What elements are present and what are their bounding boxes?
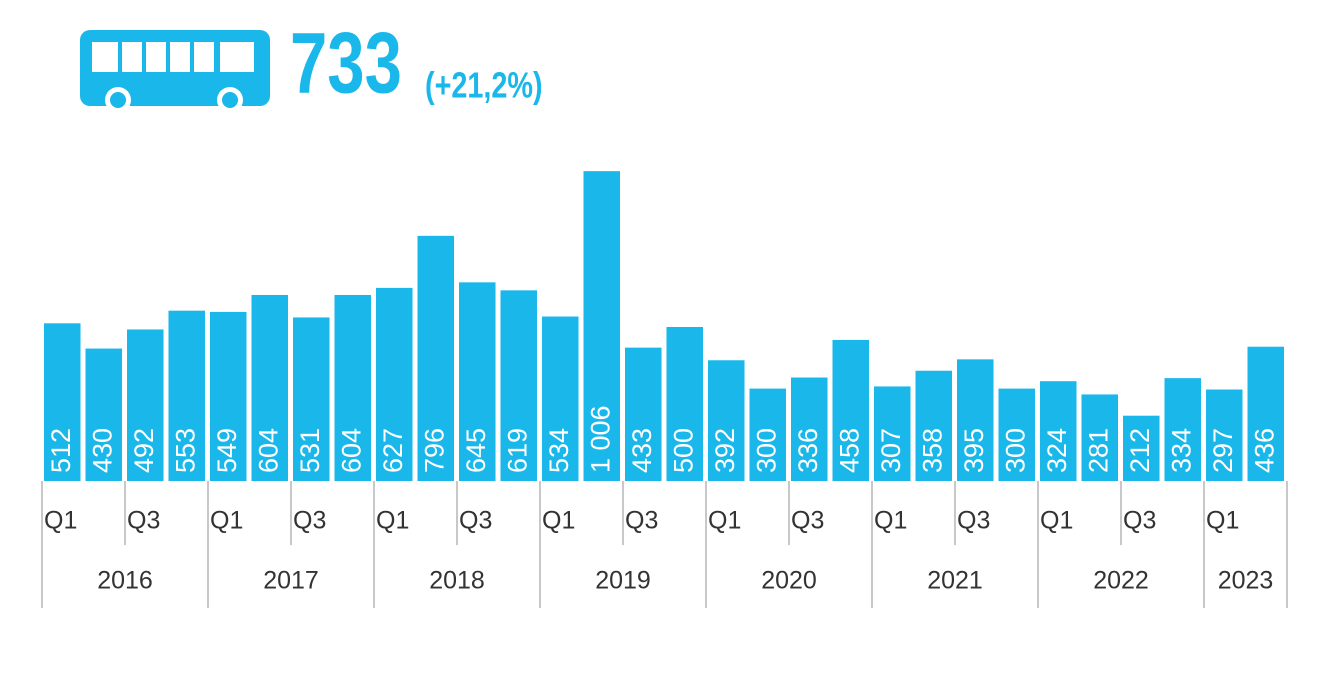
- bar: [666, 327, 703, 481]
- quarter-label: Q1: [1040, 507, 1073, 535]
- bar: [708, 360, 745, 481]
- data-label: 604: [336, 428, 366, 473]
- data-label: 619: [502, 428, 532, 473]
- year-label: 2020: [761, 567, 817, 595]
- quarter-label: Q3: [1123, 507, 1156, 535]
- data-label: 796: [419, 428, 449, 473]
- data-label: 297: [1208, 428, 1238, 473]
- quarter-label: Q1: [874, 507, 907, 535]
- bar: [1247, 346, 1284, 481]
- quarter-label: Q1: [210, 507, 243, 535]
- year-label: 2017: [263, 567, 319, 595]
- bar: [542, 316, 579, 481]
- bar: [583, 171, 620, 482]
- data-label: 212: [1125, 428, 1155, 473]
- bar: [1206, 389, 1243, 481]
- data-label: 604: [253, 428, 283, 473]
- quarter-label: Q3: [293, 507, 326, 535]
- bar: [957, 359, 994, 481]
- bar: [459, 282, 496, 481]
- year-label: 2021: [927, 567, 983, 595]
- bar: [1040, 381, 1077, 481]
- year-label: 2023: [1218, 567, 1274, 595]
- data-label: 553: [170, 428, 200, 473]
- quarter-label: Q1: [542, 507, 575, 535]
- bar: [915, 370, 952, 481]
- bar: [500, 290, 537, 481]
- bar: [1123, 415, 1160, 481]
- quarter-label: Q3: [957, 507, 990, 535]
- quarter-label: Q1: [1206, 507, 1239, 535]
- bar: [1081, 394, 1118, 481]
- data-label: 300: [751, 428, 781, 473]
- data-label: 430: [87, 428, 117, 473]
- data-label: 324: [1042, 428, 1072, 473]
- quarter-label: Q3: [459, 507, 492, 535]
- data-label: 512: [46, 428, 76, 473]
- data-label: 531: [295, 428, 325, 473]
- data-label: 392: [710, 428, 740, 473]
- bar: [251, 294, 288, 481]
- data-label: 534: [544, 428, 574, 473]
- data-label: 334: [1166, 428, 1196, 473]
- quarter-label: Q3: [791, 507, 824, 535]
- data-label: 627: [378, 428, 408, 473]
- bar: [85, 348, 122, 481]
- quarter-label: Q3: [625, 507, 658, 535]
- year-label: 2018: [429, 567, 485, 595]
- year-label: 2016: [97, 567, 153, 595]
- quarter-label: Q1: [44, 507, 77, 535]
- data-label: 281: [1083, 428, 1113, 473]
- quarter-label: Q3: [127, 507, 160, 535]
- data-label: 433: [627, 428, 657, 473]
- year-label: 2019: [595, 567, 651, 595]
- bus-icon: [80, 30, 270, 113]
- bar: [1164, 378, 1201, 481]
- bar: [127, 329, 164, 481]
- bar: [168, 310, 205, 481]
- bar: [874, 386, 911, 481]
- year-label: 2022: [1093, 567, 1149, 595]
- headline-value: 733: [290, 16, 402, 112]
- headline-change: (+21,2%): [425, 64, 543, 105]
- bar: [749, 388, 786, 481]
- data-label: 300: [1000, 428, 1030, 473]
- bar: [210, 311, 247, 481]
- quarter-label: Q1: [708, 507, 741, 535]
- data-label: 549: [212, 428, 242, 473]
- data-label: 358: [917, 428, 947, 473]
- data-label: 336: [793, 428, 823, 473]
- bar: [625, 347, 662, 481]
- bar: [791, 377, 828, 481]
- data-label: 307: [876, 428, 906, 473]
- data-label: 492: [129, 428, 159, 473]
- bar: [998, 388, 1035, 481]
- data-label: 1 006: [585, 405, 615, 473]
- data-label: 458: [834, 428, 864, 473]
- data-label: 500: [668, 428, 698, 473]
- bar: [832, 339, 869, 481]
- bar: [293, 317, 330, 481]
- bar: [44, 323, 81, 481]
- bar: [417, 235, 454, 481]
- bar: [334, 294, 371, 481]
- data-label: 395: [959, 428, 989, 473]
- quarter-label: Q1: [376, 507, 409, 535]
- data-label: 645: [461, 428, 491, 473]
- bar: [376, 287, 413, 481]
- data-label: 436: [1249, 428, 1279, 473]
